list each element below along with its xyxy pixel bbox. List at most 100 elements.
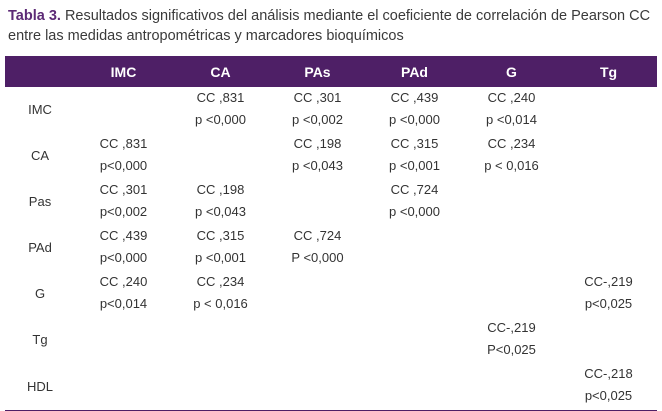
- p-value: p <0,001: [389, 158, 440, 173]
- correlation-coefficient: CC ,724: [293, 228, 342, 243]
- row-header: G: [34, 286, 46, 301]
- row-header: IMC: [28, 102, 52, 117]
- table-cell: [366, 271, 463, 317]
- table-cell: [560, 179, 657, 225]
- table-cell: CC ,301 p <0,002: [269, 87, 366, 133]
- p-value: P<0,025: [487, 342, 536, 357]
- table-cell: [560, 87, 657, 133]
- table-header-row: IMC CA PAs PAd G Tg: [5, 56, 657, 87]
- correlation-coefficient: CC ,198: [293, 136, 342, 151]
- p-value: p<0,002: [99, 204, 148, 219]
- p-value: p <0,000: [389, 112, 440, 127]
- row-header: HDL: [5, 363, 75, 411]
- table-cell: CC ,439 p<0,000: [75, 225, 172, 271]
- table-cell: CC ,198 p <0,043: [172, 179, 269, 225]
- table-row: Pas CC ,301 p<0,002 CC ,198 p <0,043 CC ,724 p…: [5, 179, 657, 225]
- table-cell: [172, 133, 269, 179]
- table-cell: [463, 179, 560, 225]
- column-header-g: G: [463, 56, 560, 87]
- table-cell: CC ,831 p <0,000: [172, 87, 269, 133]
- table-cell: [366, 317, 463, 363]
- p-value: p <0,043: [292, 158, 343, 173]
- table-cell: CC ,439 p <0,000: [366, 87, 463, 133]
- correlation-coefficient: CC-,219: [584, 274, 633, 289]
- p-value: p <0,000: [195, 112, 246, 127]
- p-value: p <0,002: [292, 112, 343, 127]
- table-cell: [463, 271, 560, 317]
- table-cell: [560, 317, 657, 363]
- column-header-pad: PAd: [366, 56, 463, 87]
- row-header: Pas: [28, 194, 52, 209]
- table-row: Tg CC-,219 P<0,025: [5, 317, 657, 363]
- p-value: p<0,025: [584, 388, 633, 403]
- p-value: p<0,000: [99, 158, 148, 173]
- table-row: G CC ,240 p<0,014 CC ,234 p < 0,016 CC-,219 p<…: [5, 271, 657, 317]
- correlation-coefficient: CC ,724: [390, 182, 439, 197]
- caption-text: Resultados significativos del análisis m…: [8, 8, 651, 44]
- table-cell: CC-,219 p<0,025: [560, 271, 657, 317]
- correlation-table: IMC CA PAs PAd G Tg IMC CC ,831 p <0,000 CC…: [5, 56, 657, 411]
- table-row: CA CC ,831 p<0,000 CC ,198 p <0,043 CC ,315 p …: [5, 133, 657, 179]
- table-caption: Tabla 3. Resultados significativos del a…: [8, 6, 658, 46]
- p-value: p < 0,016: [193, 296, 248, 311]
- correlation-coefficient: CC ,301: [293, 90, 342, 105]
- correlation-coefficient: CC ,240: [487, 90, 536, 105]
- column-header-imc: IMC: [75, 56, 172, 87]
- table-cell: CC ,301 p<0,002: [75, 179, 172, 225]
- table-cell: [269, 179, 366, 225]
- table-cell: CC-,218 p<0,025: [560, 363, 657, 411]
- table-cell: CC ,234 p < 0,016: [172, 271, 269, 317]
- p-value: p <0,001: [195, 250, 246, 265]
- table-cell: [75, 87, 172, 133]
- row-header: Tg: [32, 332, 48, 347]
- correlation-coefficient: CC ,301: [99, 182, 148, 197]
- table-cell: CC ,198 p <0,043: [269, 133, 366, 179]
- p-value: p < 0,016: [484, 158, 539, 173]
- correlation-coefficient: CC ,439: [99, 228, 148, 243]
- p-value: p <0,043: [195, 204, 246, 219]
- table-cell: [560, 225, 657, 271]
- table-cell: [366, 225, 463, 271]
- table-cell: CC ,240 p<0,014: [75, 271, 172, 317]
- table-cell: [269, 271, 366, 317]
- correlation-coefficient: CC ,234: [487, 136, 536, 151]
- row-header: CA: [30, 148, 50, 163]
- table-cell: CC-,219 P<0,025: [463, 317, 560, 363]
- table-cell: CC ,315 p <0,001: [366, 133, 463, 179]
- correlation-coefficient: CC-,219: [487, 320, 536, 335]
- column-header-empty: [5, 56, 75, 87]
- correlation-coefficient: CC ,315: [390, 136, 439, 151]
- correlation-coefficient: CC ,198: [196, 182, 245, 197]
- p-value: p<0,014: [99, 296, 148, 311]
- table-cell: CC ,831 p<0,000: [75, 133, 172, 179]
- table-row: PAd CC ,439 p<0,000 CC ,315 p <0,001 CC ,724 P…: [5, 225, 657, 271]
- table-cell: CC ,234 p < 0,016: [463, 133, 560, 179]
- table-cell: CC ,724 P <0,000: [269, 225, 366, 271]
- table-cell: [172, 317, 269, 363]
- correlation-coefficient: CC ,240: [99, 274, 148, 289]
- column-header-tg: Tg: [560, 56, 657, 87]
- p-value: P <0,000: [291, 250, 344, 265]
- correlation-coefficient: CC ,831: [99, 136, 148, 151]
- table-cell: [75, 363, 172, 411]
- table-cell: [269, 317, 366, 363]
- correlation-coefficient: CC ,315: [196, 228, 245, 243]
- column-header-pas: PAs: [269, 56, 366, 87]
- table-cell: [269, 363, 366, 411]
- correlation-coefficient: CC ,439: [390, 90, 439, 105]
- correlation-coefficient: CC ,831: [196, 90, 245, 105]
- table-row: IMC CC ,831 p <0,000 CC ,301 p <0,002 CC ,439…: [5, 87, 657, 133]
- table-cell: [463, 363, 560, 411]
- table-row: HDL CC-,218 p<0,025: [5, 363, 657, 411]
- table-cell: [172, 363, 269, 411]
- table-body: IMC CC ,831 p <0,000 CC ,301 p <0,002 CC ,439…: [5, 87, 657, 411]
- p-value: p <0,014: [486, 112, 537, 127]
- p-value: p <0,000: [389, 204, 440, 219]
- table-cell: [560, 133, 657, 179]
- row-header: PAd: [28, 240, 52, 255]
- caption-label: Tabla 3.: [8, 8, 61, 24]
- correlation-coefficient: CC-,218: [584, 366, 633, 381]
- table-cell: [463, 225, 560, 271]
- table-cell: [366, 363, 463, 411]
- p-value: p<0,025: [584, 296, 633, 311]
